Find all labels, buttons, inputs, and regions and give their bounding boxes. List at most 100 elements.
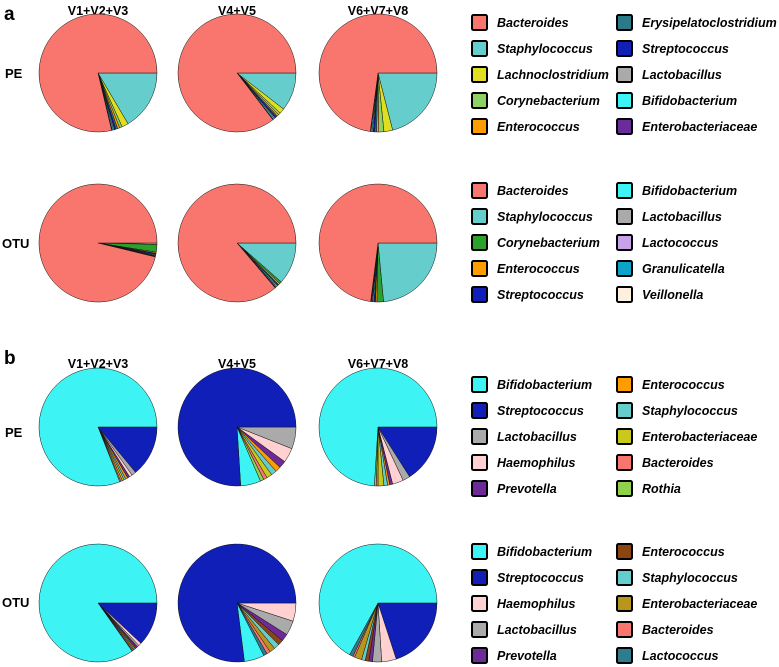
legend-label-staphylococcus: Staphylococcus — [497, 210, 593, 224]
row-label-a-otu: OTU — [2, 236, 29, 251]
row-label-a-pe: PE — [5, 66, 23, 81]
legend-label-streptococcus: Streptococcus — [497, 571, 584, 585]
legend-swatch-enterococcus — [616, 376, 633, 393]
legend-label-enterococcus: Enterococcus — [497, 262, 580, 276]
legend-label-streptococcus: Streptococcus — [642, 42, 729, 56]
pie-a-pe-2 — [177, 13, 297, 133]
pie-b-pe-2 — [177, 367, 297, 487]
legend-label-bifidobacterium: Bifidobacterium — [642, 94, 737, 108]
legend-swatch-granulicatella — [616, 260, 633, 277]
legend-label-rothia: Rothia — [642, 482, 681, 496]
pie-slice-streptococcus — [177, 543, 297, 663]
pie-slice-streptococcus — [177, 367, 297, 487]
legend-label-enterococcus: Enterococcus — [497, 120, 580, 134]
legend-label-erysipelatoclostridium: Erysipelatoclostridium — [642, 16, 777, 30]
pie-b-pe-1 — [38, 367, 158, 487]
col-title-b-2: V4+V5 — [218, 357, 256, 371]
pie-slice-staphylococcus — [97, 72, 158, 125]
legend-swatch-bifidobacterium — [471, 543, 488, 560]
legend-label-staphylococcus: Staphylococcus — [642, 571, 738, 585]
legend-swatch-staphylococcus — [616, 402, 633, 419]
legend-label-bacteroides: Bacteroides — [497, 16, 569, 30]
legend-swatch-bifidobacterium — [616, 182, 633, 199]
legend-label-enterococcus: Enterococcus — [642, 545, 725, 559]
legend-label-lactobacillus: Lactobacillus — [497, 430, 577, 444]
legend-swatch-prevotella — [471, 480, 488, 497]
pie-slice-bifidobacterium — [38, 543, 158, 663]
col-title-b-1: V1+V2+V3 — [68, 357, 129, 371]
legend-label-staphylococcus: Staphylococcus — [642, 404, 738, 418]
legend-label-corynebacterium: Corynebacterium — [497, 236, 600, 250]
pie-a-pe-1 — [38, 13, 158, 133]
pie-slice-streptococcus — [97, 426, 158, 473]
legend-swatch-veillonella — [616, 286, 633, 303]
legend-swatch-bifidobacterium — [616, 92, 633, 109]
legend-swatch-bacteroides — [471, 182, 488, 199]
legend-swatch-prevotella — [471, 647, 488, 664]
pie-slice-bacteroides — [38, 13, 158, 133]
legend-label-bacteroides: Bacteroides — [642, 623, 714, 637]
pie-slice-bifidobacterium — [318, 367, 438, 487]
legend-label-lactococcus: Lactococcus — [642, 236, 718, 250]
legend-label-bifidobacterium: Bifidobacterium — [497, 545, 592, 559]
legend-swatch-staphylococcus — [616, 569, 633, 586]
legend-swatch-enterobacteriaceae — [616, 118, 633, 135]
legend-label-prevotella: Prevotella — [497, 482, 557, 496]
legend-swatch-lactobacillus — [471, 621, 488, 638]
pie-slice-bifidobacterium — [318, 543, 438, 656]
legend-swatch-enterococcus — [616, 543, 633, 560]
legend-swatch-bacteroides — [616, 454, 633, 471]
legend-swatch-haemophilus — [471, 595, 488, 612]
legend-swatch-enterococcus — [471, 118, 488, 135]
pie-b-otu-3 — [318, 543, 438, 663]
legend-swatch-streptococcus — [616, 40, 633, 57]
legend-label-corynebacterium: Corynebacterium — [497, 94, 600, 108]
legend-label-lachnoclostridium: Lachnoclostridium — [497, 68, 609, 82]
legend-swatch-lachnoclostridium — [471, 66, 488, 83]
pie-a-otu-3 — [318, 183, 438, 303]
pie-slice-staphylococcus — [377, 242, 438, 303]
legend-swatch-lactobacillus — [616, 208, 633, 225]
pie-slice-bacteroides — [318, 183, 438, 302]
legend-label-haemophilus: Haemophilus — [497, 597, 576, 611]
pie-charts — [38, 13, 438, 663]
legend-swatch-enterococcus — [471, 260, 488, 277]
legend-swatch-enterobacteriaceae — [616, 595, 633, 612]
legend-swatch-rothia — [616, 480, 633, 497]
legend-label-enterobacteriaceae: Enterobacteriaceae — [642, 120, 757, 134]
legend-label-lactobacillus: Lactobacillus — [497, 623, 577, 637]
legend-swatch-lactococcus — [616, 647, 633, 664]
legend-swatch-haemophilus — [471, 454, 488, 471]
pie-slice-staphylococcus — [377, 72, 438, 131]
legend-swatch-lactobacillus — [471, 428, 488, 445]
panel-letter-a: a — [4, 4, 15, 25]
row-label-b-pe: PE — [5, 425, 23, 440]
col-title-a-1: V1+V2+V3 — [68, 4, 129, 18]
pie-slice-bifidobacterium — [38, 367, 158, 487]
pie-slice-streptococcus — [377, 426, 438, 478]
legend-label-enterobacteriaceae: Enterobacteriaceae — [642, 430, 757, 444]
legend-swatch-bifidobacterium — [471, 376, 488, 393]
panel-letter-b: b — [4, 348, 16, 369]
legend-swatch-corynebacterium — [471, 234, 488, 251]
col-title-b-3: V6+V7+V8 — [348, 357, 409, 371]
legend-swatch-staphylococcus — [471, 40, 488, 57]
legend-label-lactobacillus: Lactobacillus — [642, 68, 722, 82]
col-title-a-3: V6+V7+V8 — [348, 4, 409, 18]
legend-label-bifidobacterium: Bifidobacterium — [642, 184, 737, 198]
pie-slice-bacteroides — [38, 183, 158, 303]
legend-label-veillonella: Veillonella — [642, 288, 703, 302]
legend-swatch-bacteroides — [616, 621, 633, 638]
pie-slice-bacteroides — [318, 13, 438, 132]
legend-swatch-streptococcus — [471, 286, 488, 303]
pie-a-otu-1 — [38, 183, 158, 303]
pie-slice-bacteroides — [177, 183, 297, 303]
pie-b-pe-3 — [318, 367, 438, 487]
legend-label-streptococcus: Streptococcus — [497, 288, 584, 302]
legend-label-staphylococcus: Staphylococcus — [497, 42, 593, 56]
pie-b-otu-2 — [177, 543, 297, 663]
legend-label-enterobacteriaceae: Enterobacteriaceae — [642, 597, 757, 611]
legends: Bacteroides Staphylococcus Lachnoclostridi… — [471, 14, 777, 664]
legend-label-lactococcus: Lactococcus — [642, 649, 718, 663]
